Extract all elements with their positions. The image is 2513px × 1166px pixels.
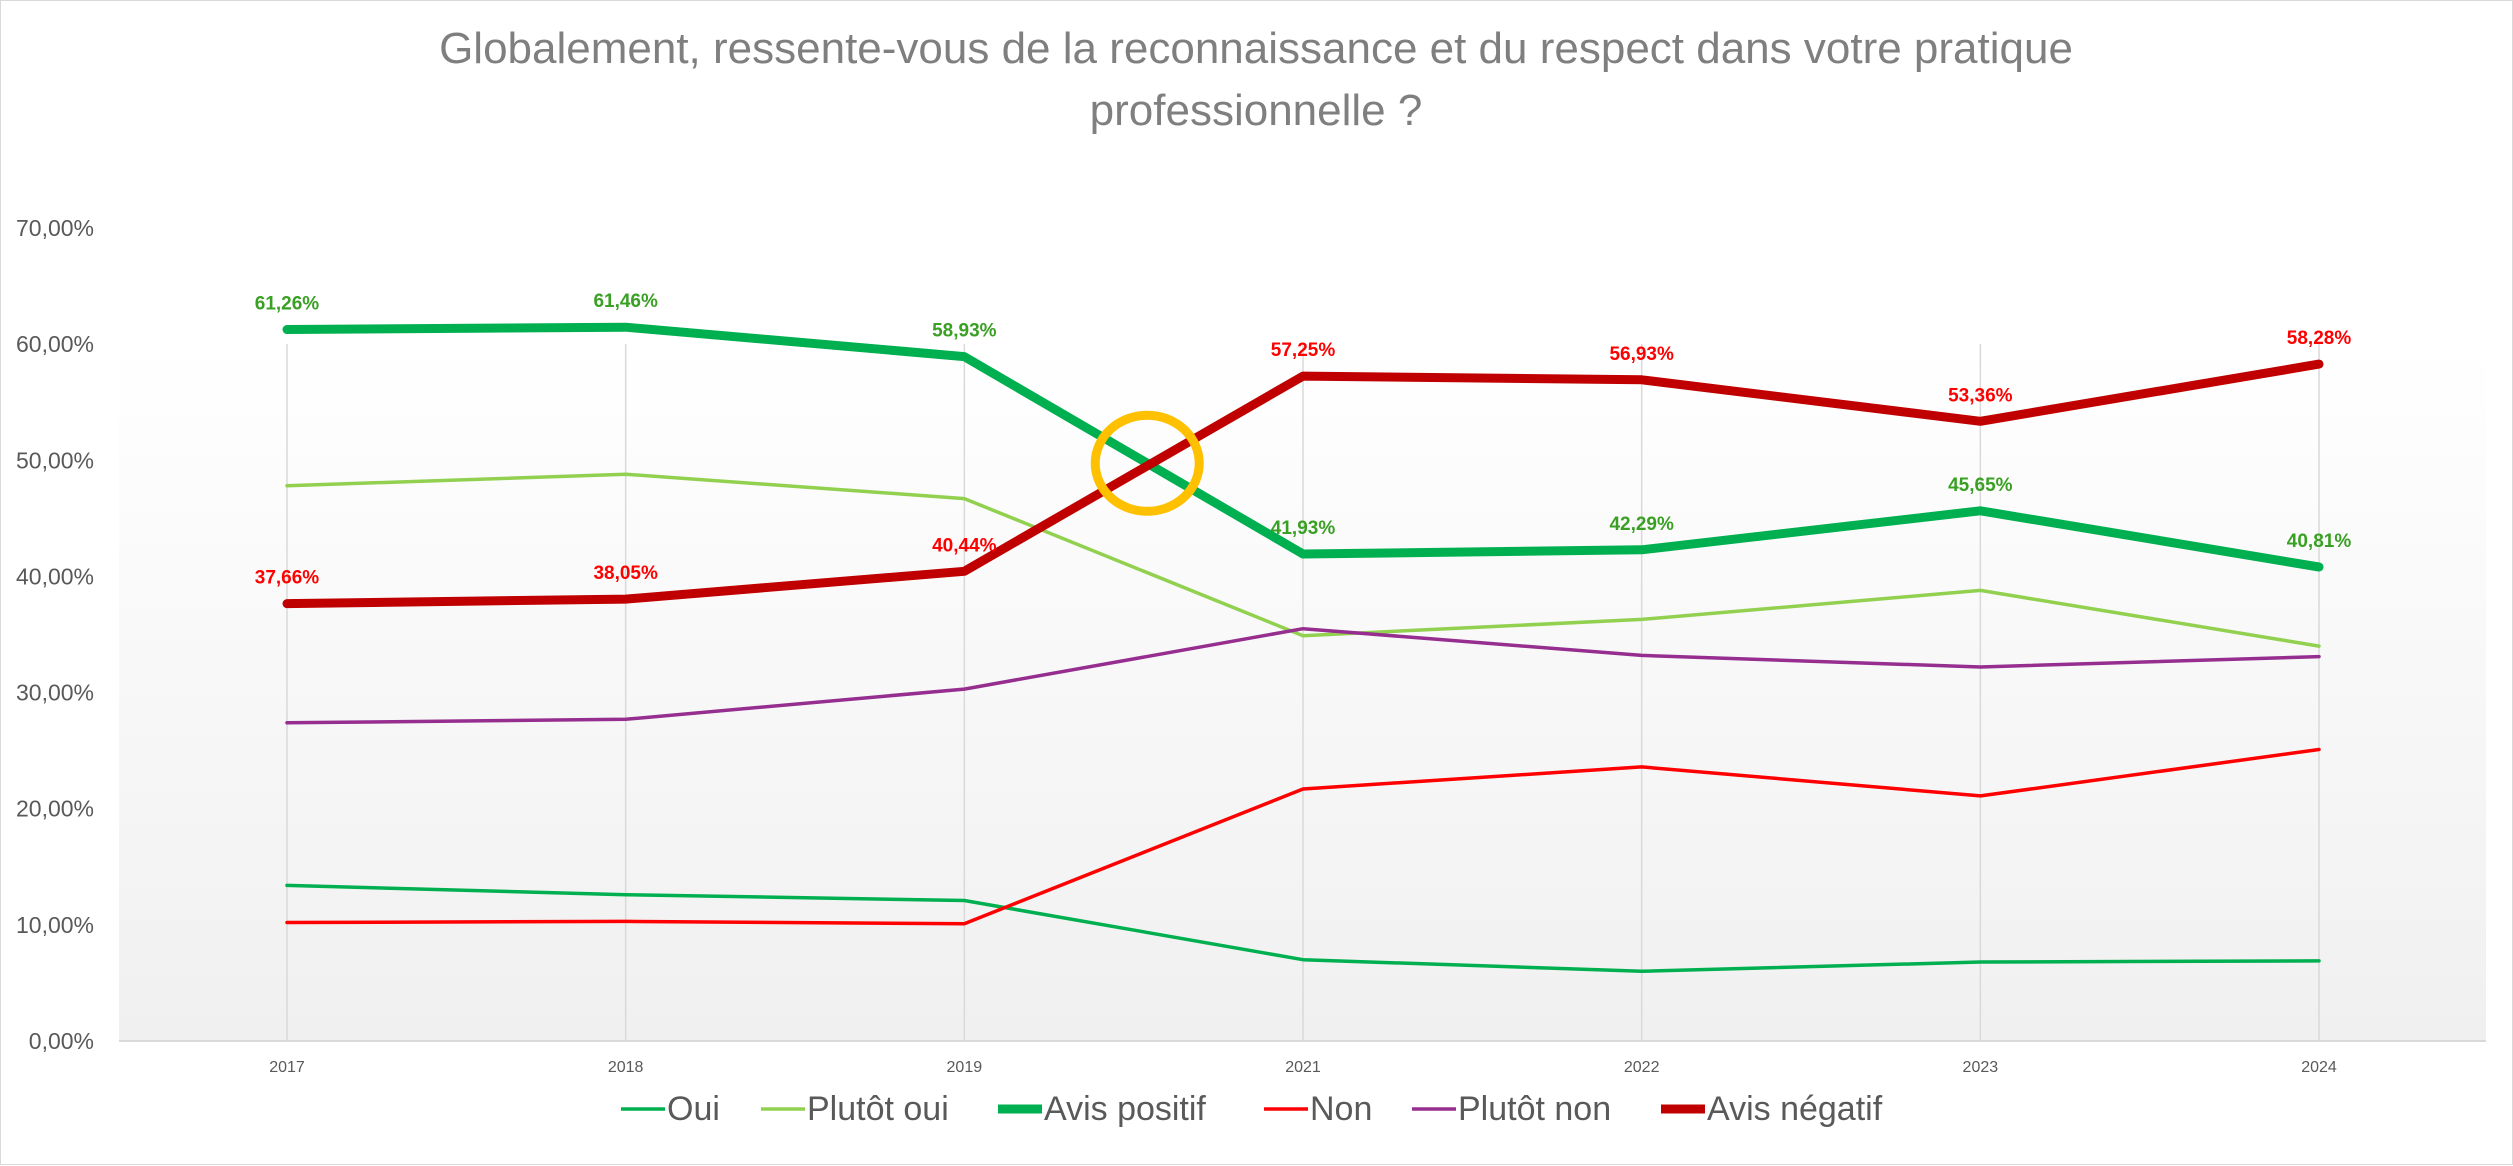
legend-label-avis-n-gatif: Avis négatif	[1707, 1090, 1883, 1128]
legend-label-plut-t-oui: Plutôt oui	[807, 1090, 949, 1128]
y-tick-label: 70,00%	[16, 215, 94, 241]
data-label-avis-n-gatif: 38,05%	[593, 563, 658, 584]
series-lines	[282, 322, 2324, 974]
chart-title-line-2: professionnelle ?	[1090, 86, 1423, 135]
data-label-avis-positif: 45,65%	[1948, 475, 2013, 496]
data-label-avis-n-gatif: 56,93%	[1609, 344, 1674, 365]
data-label-avis-positif: 61,26%	[255, 294, 320, 315]
data-label-avis-n-gatif: 37,66%	[255, 568, 320, 589]
highlight-circle	[1090, 410, 1204, 516]
data-label-avis-n-gatif: 40,44%	[932, 535, 997, 556]
y-tick-label: 30,00%	[16, 680, 94, 706]
chart-title: Globalement, ressente-vous de la reconna…	[439, 24, 2073, 135]
y-tick-label: 10,00%	[16, 912, 94, 938]
data-label-avis-n-gatif: 53,36%	[1948, 385, 2013, 406]
data-label-avis-positif: 42,29%	[1609, 514, 1674, 535]
data-label-avis-positif: 58,93%	[932, 321, 997, 342]
legend-label-avis-positif: Avis positif	[1044, 1090, 1206, 1128]
series-line-plut-t-non	[285, 626, 2321, 725]
data-label-avis-positif: 40,81%	[2287, 531, 2352, 552]
series-line-oui	[285, 883, 2321, 974]
chart-title-line-1: Globalement, ressente-vous de la reconna…	[439, 24, 2073, 73]
x-tick-label-2018: 2018	[608, 1059, 644, 1076]
annotations	[1090, 410, 1204, 516]
y-tick-label: 0,00%	[29, 1028, 94, 1054]
legend-label-plut-t-non: Plutôt non	[1458, 1090, 1611, 1128]
series-line-plut-t-oui	[285, 472, 2321, 648]
data-label-avis-n-gatif: 57,25%	[1271, 340, 1336, 361]
series-line-avis-n-gatif	[282, 359, 2324, 609]
legend-label-non: Non	[1310, 1090, 1372, 1128]
y-tick-label: 20,00%	[16, 796, 94, 822]
x-tick-label-2019: 2019	[947, 1059, 983, 1076]
data-label-avis-positif: 41,93%	[1271, 518, 1336, 539]
x-tick-label-2023: 2023	[1963, 1059, 1999, 1076]
series-line-non	[285, 747, 2321, 926]
gridlines	[286, 344, 2320, 1041]
axes: 2017 2018 2019 2021 2022 2023 2024 0,00% 10,00% 2…	[16, 215, 2486, 1076]
x-tick-label-2017: 2017	[269, 1059, 305, 1076]
data-labels: 61,26% 61,46% 58,93% 41,93% 42,29% 45,65% 40,8…	[255, 291, 2352, 588]
data-label-avis-positif: 61,46%	[593, 291, 658, 312]
legend: Oui Plutôt oui Avis positif Non Plutôt non Av…	[621, 1090, 1883, 1128]
legend-label-oui: Oui	[667, 1090, 720, 1128]
x-tick-label-2022: 2022	[1624, 1059, 1660, 1076]
data-label-avis-n-gatif: 58,28%	[2287, 328, 2352, 349]
y-tick-label: 50,00%	[16, 447, 94, 473]
x-tick-label-2024: 2024	[2301, 1059, 2337, 1076]
series-line-avis-positif	[282, 322, 2324, 572]
y-tick-label: 40,00%	[16, 563, 94, 589]
y-tick-label: 60,00%	[16, 331, 94, 357]
x-tick-label-2021: 2021	[1285, 1059, 1321, 1076]
